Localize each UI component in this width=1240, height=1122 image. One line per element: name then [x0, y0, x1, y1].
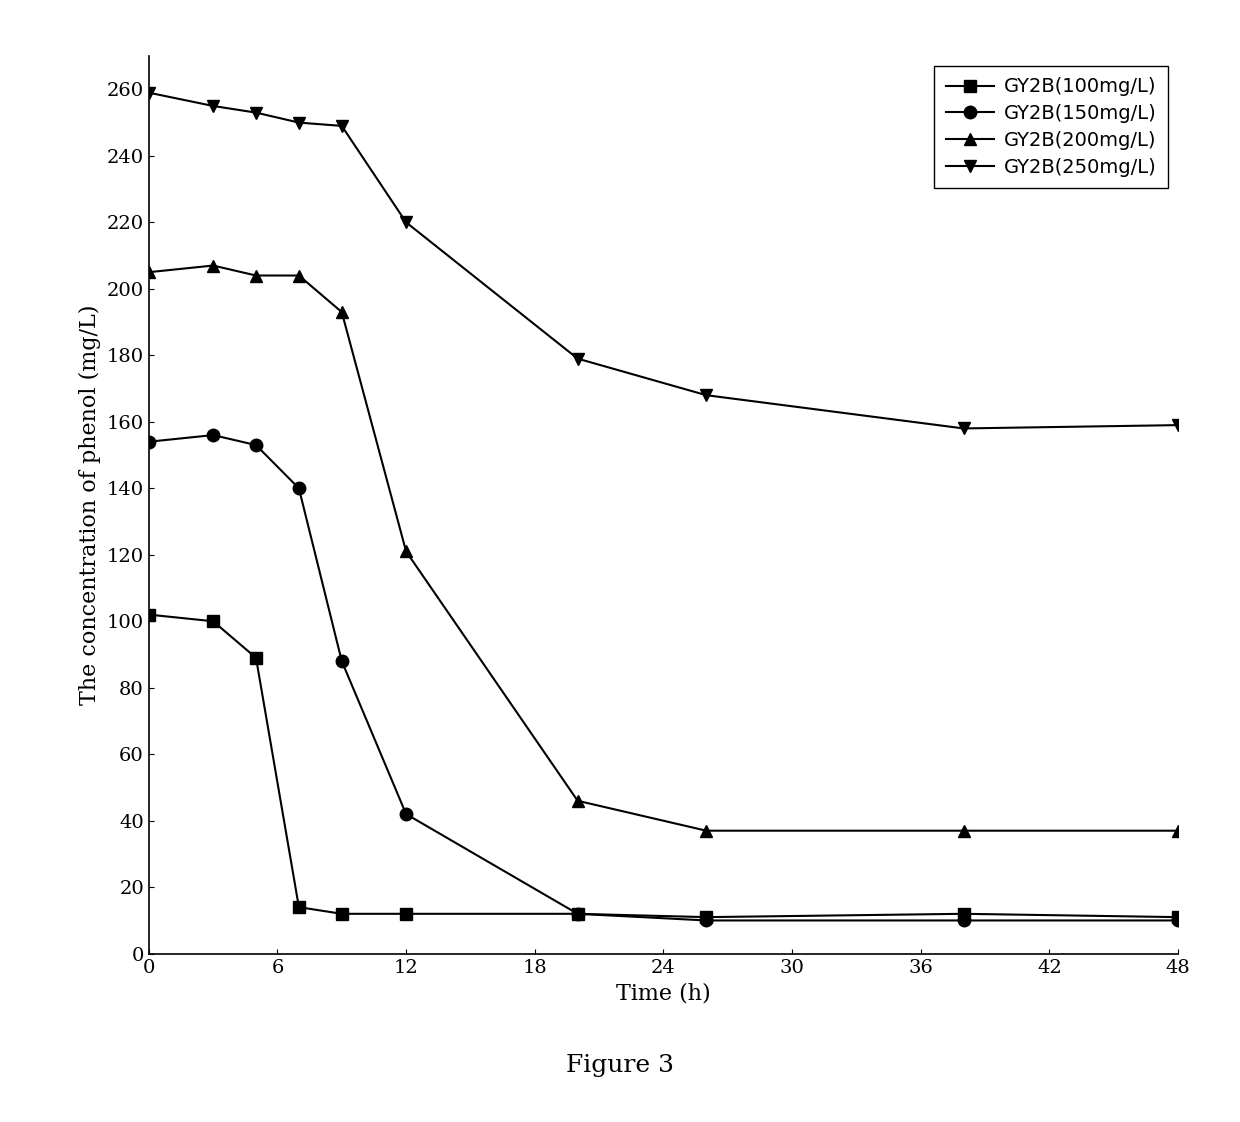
GY2B(250mg/L) — [248, 105, 263, 119]
GY2B(200mg/L) — [206, 259, 221, 273]
GY2B(100mg/L) — [699, 910, 714, 923]
GY2B(200mg/L) — [141, 266, 156, 279]
GY2B(200mg/L) — [399, 544, 414, 558]
GY2B(200mg/L) — [248, 269, 263, 283]
GY2B(100mg/L) — [399, 907, 414, 920]
GY2B(200mg/L) — [699, 824, 714, 837]
GY2B(250mg/L) — [399, 215, 414, 229]
GY2B(100mg/L) — [570, 907, 585, 920]
GY2B(150mg/L) — [1171, 913, 1185, 927]
GY2B(100mg/L) — [206, 615, 221, 628]
GY2B(150mg/L) — [291, 481, 306, 495]
GY2B(150mg/L) — [570, 907, 585, 920]
GY2B(250mg/L) — [956, 422, 971, 435]
GY2B(200mg/L) — [1171, 824, 1185, 837]
GY2B(150mg/L) — [248, 439, 263, 452]
GY2B(100mg/L) — [335, 907, 350, 920]
GY2B(150mg/L) — [141, 435, 156, 449]
Line: GY2B(250mg/L): GY2B(250mg/L) — [143, 86, 1184, 434]
GY2B(100mg/L) — [956, 907, 971, 920]
Legend: GY2B(100mg/L), GY2B(150mg/L), GY2B(200mg/L), GY2B(250mg/L): GY2B(100mg/L), GY2B(150mg/L), GY2B(200mg… — [934, 66, 1168, 188]
GY2B(150mg/L) — [335, 654, 350, 668]
GY2B(100mg/L) — [291, 901, 306, 914]
Text: Figure 3: Figure 3 — [565, 1055, 675, 1077]
GY2B(200mg/L) — [335, 305, 350, 319]
GY2B(200mg/L) — [291, 269, 306, 283]
GY2B(250mg/L) — [291, 116, 306, 129]
GY2B(150mg/L) — [699, 913, 714, 927]
GY2B(150mg/L) — [399, 808, 414, 821]
GY2B(150mg/L) — [956, 913, 971, 927]
GY2B(250mg/L) — [699, 388, 714, 402]
GY2B(200mg/L) — [570, 794, 585, 808]
GY2B(100mg/L) — [1171, 910, 1185, 923]
GY2B(250mg/L) — [570, 352, 585, 366]
GY2B(250mg/L) — [335, 119, 350, 132]
GY2B(250mg/L) — [1171, 419, 1185, 432]
GY2B(250mg/L) — [206, 99, 221, 112]
Line: GY2B(150mg/L): GY2B(150mg/L) — [143, 429, 1184, 927]
GY2B(150mg/L) — [206, 429, 221, 442]
GY2B(250mg/L) — [141, 86, 156, 100]
Y-axis label: The concentration of phenol (mg/L): The concentration of phenol (mg/L) — [79, 305, 102, 705]
GY2B(200mg/L) — [956, 824, 971, 837]
Line: GY2B(100mg/L): GY2B(100mg/L) — [143, 608, 1184, 923]
GY2B(100mg/L) — [141, 608, 156, 622]
Line: GY2B(200mg/L): GY2B(200mg/L) — [143, 259, 1184, 837]
X-axis label: Time (h): Time (h) — [616, 982, 711, 1004]
GY2B(100mg/L) — [248, 651, 263, 664]
